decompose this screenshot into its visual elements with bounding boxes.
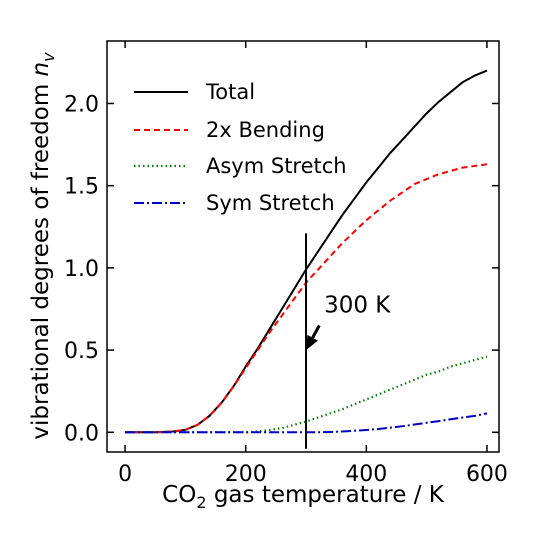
y-tick-label: 1.5 — [64, 175, 99, 200]
series-line-2 — [125, 355, 488, 434]
x-tick-label: 0 — [118, 462, 132, 487]
legend-label-asym: Asym Stretch — [206, 154, 347, 178]
y-tick-label: 0.0 — [64, 421, 99, 446]
legend-label-bending: 2x Bending — [206, 118, 325, 142]
series-layer — [125, 69, 488, 434]
legend-label-total: Total — [205, 80, 255, 104]
x-tick-label: 600 — [466, 462, 508, 487]
annotation-arrow-shaft — [311, 324, 321, 339]
annotation-arrow-head — [306, 334, 318, 351]
ticks-layer: 0 200 400 600 0.0 0.5 1.0 1.5 2.0 — [64, 41, 508, 487]
legend-label-sym: Sym Stretch — [206, 191, 335, 215]
series-line-3 — [125, 412, 488, 434]
x-tick-label: 400 — [345, 462, 387, 487]
plot-frame — [106, 40, 500, 453]
series-line-1 — [125, 163, 488, 434]
x-axis-label: CO2 gas temperature / K — [162, 482, 445, 512]
x-tick-label: 200 — [225, 462, 267, 487]
annotation-layer: 300 K — [305, 233, 391, 449]
y-tick-label: 1.0 — [64, 257, 99, 282]
legend: Total 2x Bending Asym Stretch Sym Stretc… — [134, 80, 347, 215]
y-axis-label: vibrational degrees of freedom nv — [28, 52, 58, 440]
y-tick-label: 2.0 — [64, 92, 99, 117]
annotation-label: 300 K — [324, 292, 391, 318]
y-tick-label: 0.5 — [64, 339, 99, 364]
